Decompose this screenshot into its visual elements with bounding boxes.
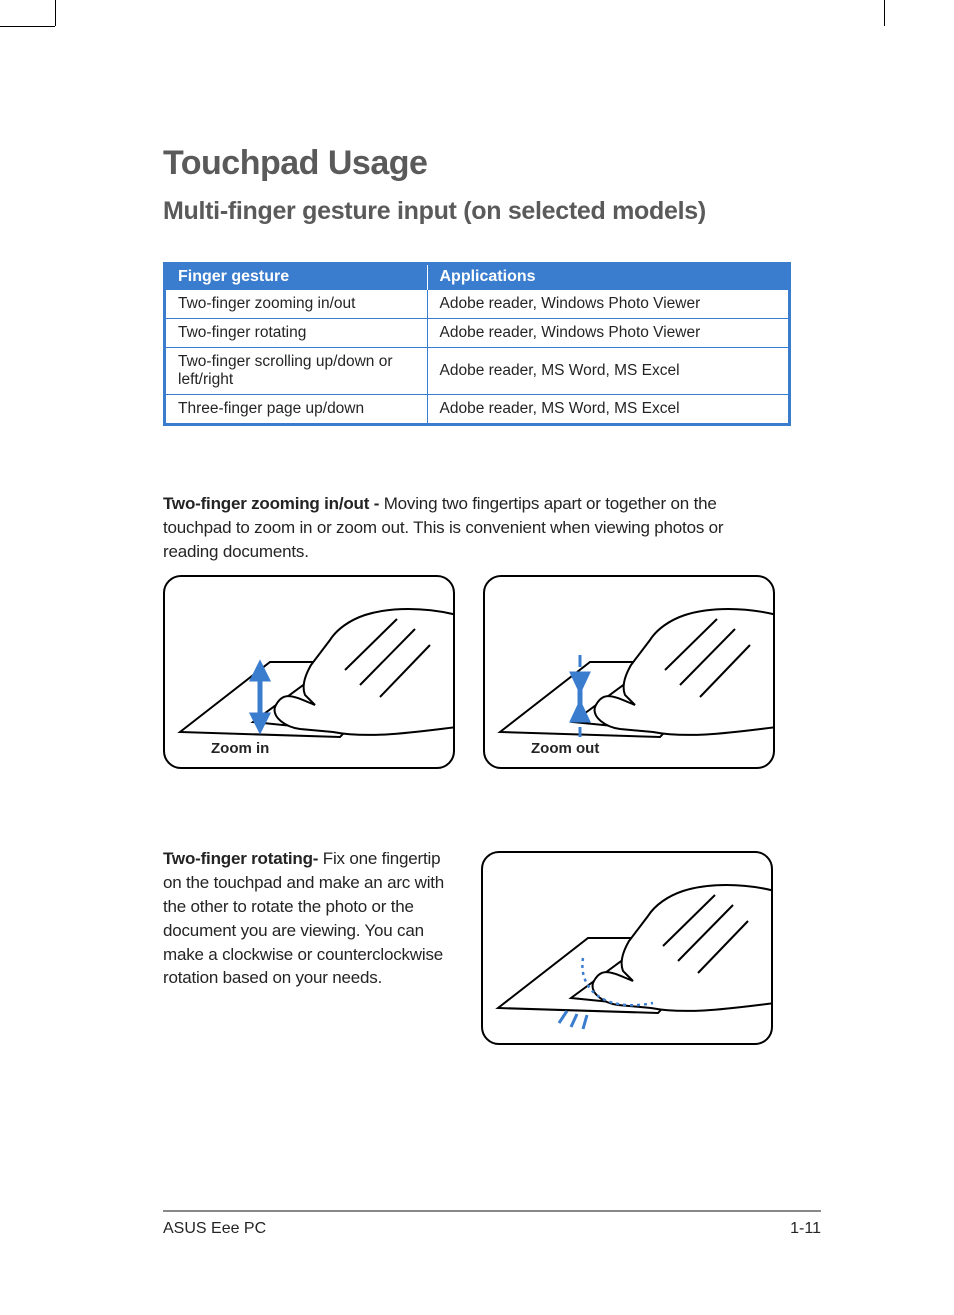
rotate-body: Fix one fingertip on the touchpad and ma…	[163, 849, 444, 987]
footer-pagenum: 1-11	[790, 1220, 821, 1238]
th-gesture: Finger gesture	[165, 264, 428, 290]
cell: Adobe reader, MS Word, MS Excel	[427, 395, 790, 425]
zoom-out-diagram: Zoom out	[483, 575, 775, 769]
crop-mark-top-v	[55, 0, 56, 26]
crop-mark-top-h	[0, 26, 55, 27]
page-title-h1: Touchpad Usage	[163, 144, 825, 183]
gesture-table: Finger gesture Applications Two-finger z…	[163, 262, 791, 426]
cell: Adobe reader, Windows Photo Viewer	[427, 290, 790, 319]
cell: Two-finger scrolling up/down or left/rig…	[165, 348, 428, 395]
diagram-row: Zoom in	[163, 575, 825, 769]
table-row: Two-finger zooming in/out Adobe reader, …	[165, 290, 790, 319]
zoom-paragraph: Two-finger zooming in/out - Moving two f…	[163, 492, 783, 563]
cell: Two-finger zooming in/out	[165, 290, 428, 319]
rotate-diagram	[481, 851, 773, 1045]
rotate-paragraph: Two-finger rotating- Fix one fingertip o…	[163, 847, 463, 990]
crop-mark-right-v	[884, 0, 885, 26]
table-row: Three-finger page up/down Adobe reader, …	[165, 395, 790, 425]
zoom-lead: Two-finger zooming in/out -	[163, 494, 384, 513]
zoom-out-label: Zoom out	[531, 740, 599, 757]
cell: Adobe reader, MS Word, MS Excel	[427, 348, 790, 395]
rotate-lead: Two-finger rotating-	[163, 849, 323, 868]
cell: Three-finger page up/down	[165, 395, 428, 425]
page-footer: ASUS Eee PC 1-11	[163, 1210, 821, 1238]
cell: Adobe reader, Windows Photo Viewer	[427, 319, 790, 348]
zoom-in-diagram: Zoom in	[163, 575, 455, 769]
th-applications: Applications	[427, 264, 790, 290]
table-row: Two-finger scrolling up/down or left/rig…	[165, 348, 790, 395]
zoom-in-label: Zoom in	[211, 740, 269, 757]
page-body: Touchpad Usage Multi-finger gesture inpu…	[55, 26, 885, 1286]
rotate-row: Two-finger rotating- Fix one fingertip o…	[163, 847, 825, 1045]
table-row: Two-finger rotating Adobe reader, Window…	[165, 319, 790, 348]
cell: Two-finger rotating	[165, 319, 428, 348]
page-subtitle-h2: Multi-finger gesture input (on selected …	[163, 197, 825, 226]
footer-product: ASUS Eee PC	[163, 1220, 266, 1238]
